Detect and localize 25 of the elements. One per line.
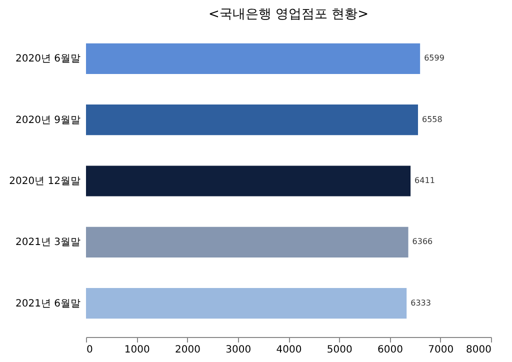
y-tick-label: 2021년 3월말	[16, 237, 80, 248]
x-tick-label: 3000	[226, 344, 252, 356]
data-label: 6366	[412, 237, 433, 246]
data-label: 6599	[424, 54, 444, 63]
bar	[86, 226, 408, 258]
bar	[86, 166, 411, 196]
y-tick-label: 2020년 6월말	[16, 54, 80, 65]
x-tick-label: 4000	[276, 344, 302, 356]
chart-title: <국내은행 영업점포 현황>	[208, 7, 369, 22]
bar	[86, 43, 420, 74]
x-tick-label: 6000	[378, 344, 403, 356]
y-tick-label: 2020년 9월말	[16, 114, 80, 126]
x-tick-label: 0	[86, 344, 93, 356]
data-label: 6333	[410, 298, 431, 308]
x-tick-label: 5000	[326, 344, 352, 356]
y-tick-label: 2021년 6월말	[16, 298, 80, 310]
data-label: 6558	[422, 114, 442, 124]
bar	[86, 104, 418, 136]
x-tick-label: 8000	[466, 344, 492, 356]
x-tick-label: 2000	[175, 344, 200, 356]
x-tick-label: 1000	[124, 344, 150, 356]
data-label: 6411	[414, 176, 435, 185]
x-tick-label: 7000	[428, 344, 454, 356]
y-tick-label: 2020년 12월말	[9, 176, 80, 187]
bar	[86, 288, 407, 319]
